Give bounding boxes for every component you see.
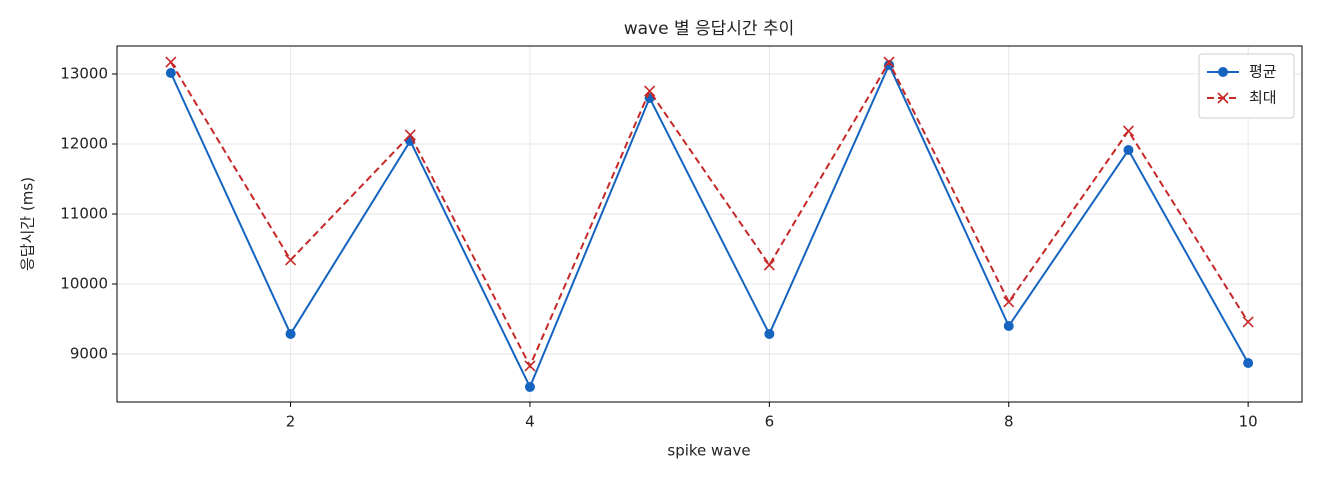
- y-axis-label: 응답시간 (ms): [19, 177, 37, 271]
- legend-label: 최대: [1249, 89, 1277, 107]
- marker: [1122, 125, 1135, 137]
- marker: [524, 360, 536, 372]
- x-tick-label: 8: [1004, 413, 1014, 431]
- marker: [884, 59, 895, 70]
- marker: [1242, 316, 1254, 328]
- series-line: [169, 62, 1250, 390]
- legend-label: 평균: [1249, 63, 1277, 81]
- legend-marker: [1217, 92, 1229, 104]
- marker: [883, 56, 895, 68]
- marker: [763, 259, 775, 271]
- y-tick-label: 13000: [60, 64, 108, 82]
- plot-frame: [116, 45, 1303, 403]
- legend-marker: [1218, 67, 1228, 77]
- x-axis-label: spike wave: [667, 442, 750, 460]
- x-tick-label: 6: [765, 413, 775, 431]
- x-tick-label: 2: [286, 413, 296, 431]
- y-tick-label: 9000: [70, 344, 108, 362]
- marker: [644, 85, 656, 97]
- legend-box: [1198, 53, 1295, 119]
- y-tick-label: 10000: [60, 274, 108, 292]
- marker: [764, 328, 775, 339]
- marker: [524, 381, 535, 392]
- marker: [165, 56, 177, 68]
- x-tick-label: 10: [1239, 413, 1258, 431]
- marker: [1243, 358, 1254, 369]
- series-line: [170, 59, 1249, 369]
- y-tick-label: 12000: [60, 134, 108, 152]
- y-tick-label: 11000: [60, 204, 108, 222]
- chart-title: wave 별 응답시간 추이: [624, 19, 795, 39]
- marker: [285, 328, 296, 339]
- marker: [1003, 320, 1014, 331]
- x-tick-label: 4: [525, 413, 535, 431]
- marker: [1123, 145, 1134, 156]
- marker: [284, 254, 297, 266]
- marker: [1003, 296, 1015, 308]
- marker: [404, 129, 416, 141]
- marker: [165, 68, 176, 79]
